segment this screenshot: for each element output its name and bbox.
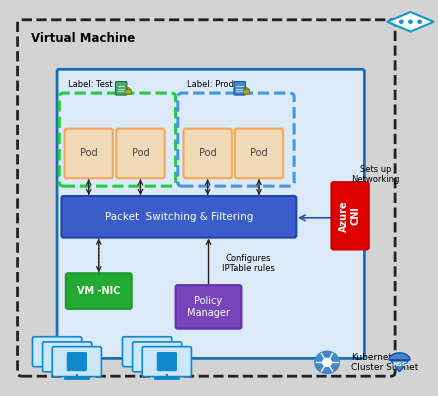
Text: Pod: Pod bbox=[250, 148, 267, 158]
FancyBboxPatch shape bbox=[233, 82, 245, 95]
FancyBboxPatch shape bbox=[175, 285, 241, 329]
FancyBboxPatch shape bbox=[183, 129, 231, 178]
Polygon shape bbox=[388, 353, 409, 372]
FancyBboxPatch shape bbox=[331, 182, 368, 249]
FancyBboxPatch shape bbox=[66, 273, 131, 309]
Circle shape bbox=[408, 20, 411, 23]
Text: Configures
IPTable rules: Configures IPTable rules bbox=[221, 254, 274, 273]
FancyBboxPatch shape bbox=[52, 346, 101, 377]
FancyBboxPatch shape bbox=[234, 129, 283, 178]
Text: NSG: NSG bbox=[391, 362, 406, 367]
Text: Label: Prod: Label: Prod bbox=[186, 80, 233, 89]
Text: Azure
CNI: Azure CNI bbox=[339, 200, 360, 232]
FancyBboxPatch shape bbox=[122, 337, 171, 367]
Text: Label: Test: Label: Test bbox=[68, 80, 113, 89]
FancyBboxPatch shape bbox=[67, 352, 86, 371]
Text: Pod: Pod bbox=[131, 148, 149, 158]
Text: Pod: Pod bbox=[198, 148, 216, 158]
Circle shape bbox=[399, 20, 402, 23]
FancyBboxPatch shape bbox=[64, 129, 113, 178]
FancyBboxPatch shape bbox=[147, 348, 166, 366]
FancyBboxPatch shape bbox=[243, 89, 249, 94]
Text: Pod: Pod bbox=[80, 148, 97, 158]
FancyBboxPatch shape bbox=[57, 69, 364, 358]
FancyBboxPatch shape bbox=[47, 343, 67, 361]
Circle shape bbox=[314, 351, 339, 373]
FancyBboxPatch shape bbox=[57, 348, 77, 366]
Text: Virtual Machine: Virtual Machine bbox=[31, 32, 134, 45]
Text: Packet  Switching & Filtering: Packet Switching & Filtering bbox=[105, 212, 252, 222]
FancyBboxPatch shape bbox=[61, 196, 296, 238]
FancyBboxPatch shape bbox=[32, 337, 81, 367]
Polygon shape bbox=[386, 12, 433, 32]
Text: VM -NIC: VM -NIC bbox=[77, 286, 120, 296]
FancyBboxPatch shape bbox=[115, 82, 127, 95]
Circle shape bbox=[322, 358, 331, 366]
FancyBboxPatch shape bbox=[157, 352, 176, 371]
Circle shape bbox=[417, 20, 420, 23]
FancyBboxPatch shape bbox=[116, 129, 164, 178]
FancyBboxPatch shape bbox=[132, 342, 181, 372]
Text: Policy
Manager: Policy Manager bbox=[187, 296, 230, 318]
FancyBboxPatch shape bbox=[137, 343, 156, 361]
FancyBboxPatch shape bbox=[42, 342, 92, 372]
Text: Sets up
Networking: Sets up Networking bbox=[350, 165, 399, 184]
Text: Kubernetes
Cluster Subnet: Kubernetes Cluster Subnet bbox=[350, 353, 417, 372]
FancyBboxPatch shape bbox=[142, 346, 191, 377]
FancyBboxPatch shape bbox=[125, 89, 131, 94]
